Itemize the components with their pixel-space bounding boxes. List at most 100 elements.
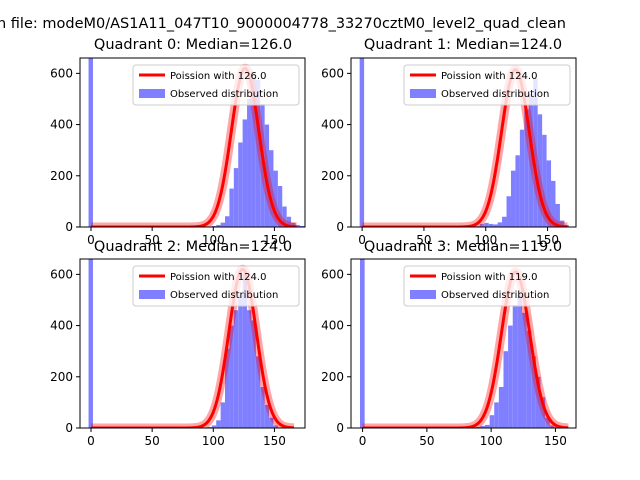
hist-bar: [519, 129, 525, 227]
legend-box: [132, 64, 300, 106]
axes-frame: [79, 57, 306, 228]
hist-bar: [498, 387, 504, 428]
hist-bar: [238, 294, 243, 428]
hist-bar: [489, 415, 495, 428]
hist-bar: [542, 134, 547, 227]
legend-hist-label: Observed distribution: [170, 89, 278, 100]
y-tick-label: 0: [65, 220, 73, 234]
hist-bar: [251, 77, 256, 227]
hist-bar: [88, 259, 93, 428]
y-tick-label: 200: [50, 370, 73, 384]
x-tick-label: 100: [480, 434, 503, 448]
hist-bar: [540, 397, 546, 428]
hist-bar: [546, 160, 552, 227]
x-tick-label: 150: [536, 233, 559, 247]
hist-bar: [531, 356, 536, 428]
hist-bar: [508, 325, 513, 428]
hist-bar: [286, 216, 292, 227]
hist-bar: [475, 426, 481, 428]
panel-quadrant-2: Quadrant 2: Median=124.0 0 50 100 150 0 200 40…: [50, 239, 306, 448]
x-tick-label: 50: [145, 434, 160, 448]
hist-bar: [359, 58, 365, 227]
hist-bar: [220, 222, 226, 227]
hist-bar: [255, 356, 261, 428]
hist-bar: [229, 188, 234, 227]
legend-hist-swatch: [410, 290, 436, 299]
hist-bar: [299, 225, 305, 227]
y-tick-label: 200: [321, 370, 344, 384]
hist-bar: [559, 220, 565, 227]
x-tick-label: 50: [419, 434, 434, 448]
panel-quadrant-0: Quadrant 0: Median=126.0 0 50 100 150 0 200 40…: [50, 37, 306, 247]
hist-bar: [269, 417, 274, 428]
hist-bar: [211, 225, 217, 227]
y-tick-label: 400: [321, 118, 344, 132]
hist-bar: [242, 119, 248, 227]
axes-frame: [350, 258, 577, 429]
legend: Poission with 126.0 Observed distributio…: [132, 64, 300, 106]
hist-bar: [229, 325, 234, 428]
hist-bar: [537, 114, 543, 227]
hist-bar: [211, 425, 217, 428]
hist-bar: [545, 417, 550, 428]
hist-bar: [225, 216, 230, 227]
hist-bar: [264, 404, 270, 428]
x-tick-label: 50: [416, 233, 431, 247]
hist-bar: [522, 312, 527, 428]
legend-hist-swatch: [410, 89, 436, 98]
x-tick-label: 150: [544, 434, 567, 448]
hist-bar: [260, 387, 265, 428]
x-tick-label: 100: [474, 233, 497, 247]
y-tick-label: 400: [50, 118, 73, 132]
y-tick-label: 0: [65, 421, 73, 435]
panel-quadrant-3: Quadrant 3: Median=119.0 0 50 100 150 0 200 40…: [321, 239, 577, 448]
hist-bar: [535, 376, 541, 428]
hist-bar: [494, 402, 499, 428]
hist-bar: [502, 216, 507, 227]
y-tick-label: 200: [321, 169, 344, 183]
hist-bar: [220, 402, 226, 428]
y-tick-label: 600: [50, 267, 73, 281]
hist-bar: [277, 186, 283, 227]
y-tick-label: 600: [321, 267, 344, 281]
hist-bar: [484, 222, 489, 227]
hist-bar: [233, 310, 239, 428]
hist-bar: [484, 424, 490, 428]
x-tick-label: 150: [263, 434, 286, 448]
hist-bar: [497, 222, 503, 227]
hist-bar: [503, 351, 509, 428]
legend-hist-label: Observed distribution: [441, 89, 549, 100]
hist-bar: [282, 206, 287, 227]
x-tick-label: 0: [359, 434, 367, 448]
hist-bar: [488, 223, 494, 227]
x-tick-label: 50: [145, 233, 160, 247]
panel-title: Quadrant 3: Median=119.0: [364, 239, 562, 255]
hist-bar: [242, 274, 248, 428]
x-tick-label: 100: [202, 434, 225, 448]
legend-fit-label: Poission with 124.0: [441, 71, 537, 82]
hist-bar: [479, 223, 485, 227]
y-tick-label: 0: [336, 421, 344, 435]
legend: Poission with 124.0 Observed distributio…: [132, 265, 300, 307]
legend-box: [403, 64, 571, 106]
hist-bar: [233, 168, 239, 227]
hist-bar: [360, 259, 365, 428]
hist-bar: [512, 305, 518, 428]
legend-hist-swatch: [139, 290, 165, 299]
x-tick-label: 0: [358, 233, 366, 247]
hist-bar: [524, 109, 529, 227]
x-tick-label: 150: [263, 233, 286, 247]
hist-bar: [526, 330, 532, 428]
hist-bar: [528, 93, 534, 227]
y-tick-label: 400: [321, 319, 344, 333]
hist-bar: [549, 425, 555, 428]
hist-bar: [255, 79, 261, 227]
hist-bar: [510, 170, 516, 227]
figure-title: n file: modeM0/AS1A11_047T10_9000004778_…: [0, 16, 566, 32]
y-tick-label: 600: [321, 66, 344, 80]
legend: Poission with 119.0 Observed distributio…: [403, 265, 571, 307]
hist-bar: [216, 420, 221, 428]
hist-bar: [515, 155, 520, 227]
hist-bar: [207, 426, 212, 428]
